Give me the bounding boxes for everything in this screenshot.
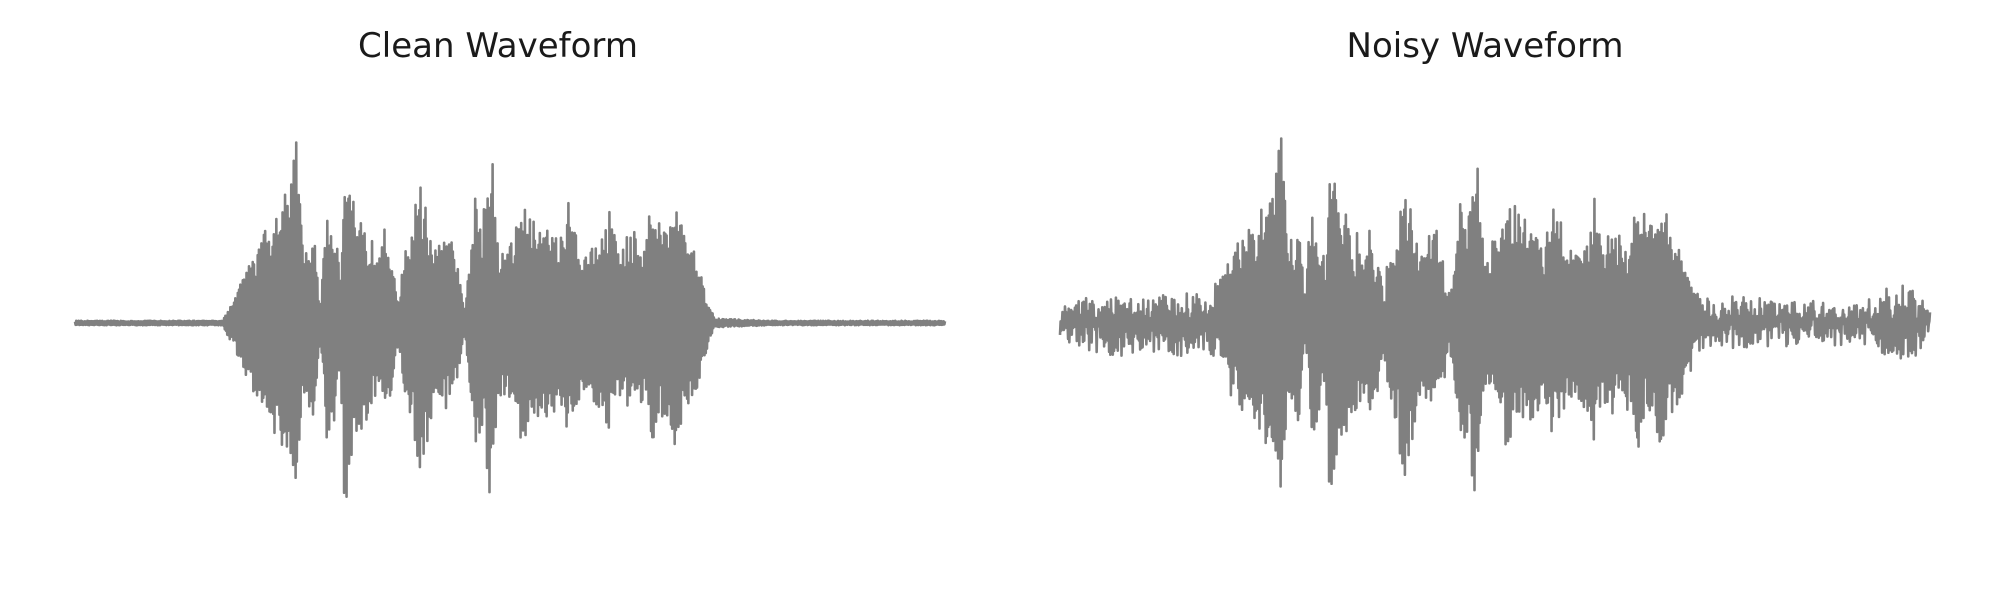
waveform-line [73,141,947,498]
clean-waveform-title: Clean Waveform [358,26,638,66]
waveform-line [1058,137,1932,492]
noisy-waveform-panel: Noisy Waveform [985,0,1985,600]
clean-waveform-plot [73,141,947,498]
noisy-waveform-title: Noisy Waveform [1346,26,1624,66]
noisy-waveform-plot [1058,137,1932,492]
clean-waveform-panel: Clean Waveform [73,26,947,498]
